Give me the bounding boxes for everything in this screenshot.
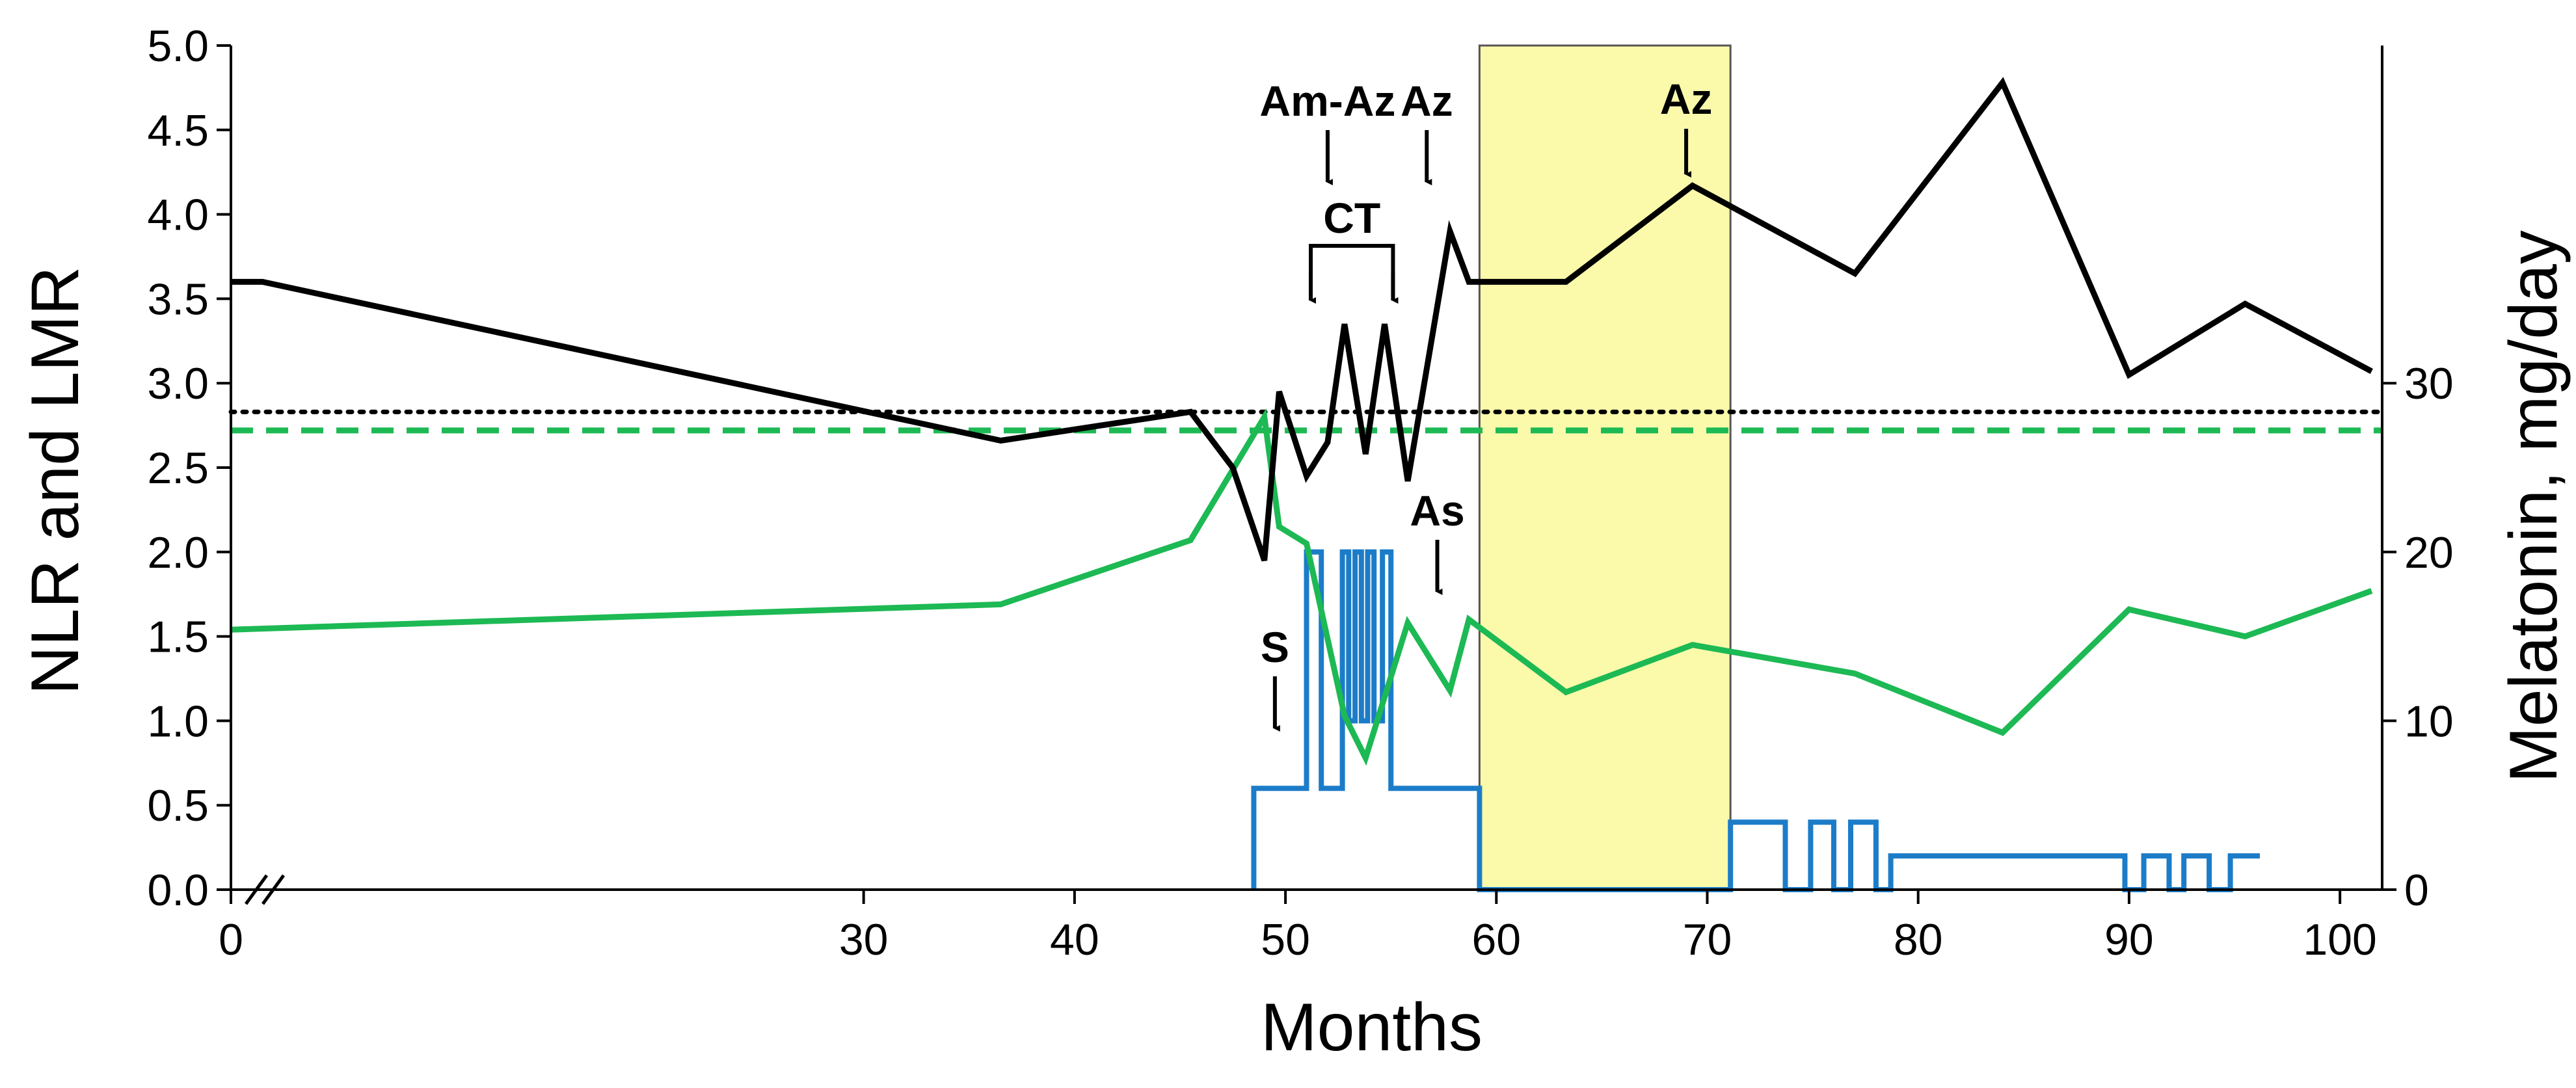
right-y-tick-label: 10	[2404, 697, 2454, 746]
left-y-axis-title: NLR and LMR	[18, 267, 93, 695]
left-y-tick-label: 2.5	[147, 444, 209, 493]
ct-bracket	[1308, 244, 1395, 300]
annotation-label-am-az: Am-Az	[1259, 77, 1395, 125]
axis-break-stroke	[261, 874, 286, 905]
annotation-label-s: S	[1261, 623, 1289, 671]
right-y-tick-label: 30	[2404, 359, 2454, 408]
x-tick-label: 80	[1894, 915, 1943, 964]
annotation-label-az: Az	[1660, 75, 1713, 123]
left-y-tick-label: 3.0	[147, 359, 209, 408]
shaded-region	[1478, 44, 1732, 891]
x-axis-ticks: 0 30 40 50 60 70 80 90 100	[219, 890, 2377, 964]
left-y-tick-label: 2.0	[147, 528, 209, 577]
x-tick-label: 70	[1683, 915, 1732, 964]
left-y-tick-label: 4.5	[147, 106, 209, 155]
reference-lines	[228, 409, 2385, 434]
right-y-tick-label: 20	[2404, 528, 2454, 577]
x-tick-label: 50	[1261, 915, 1310, 964]
x-tick-label: 0	[219, 915, 243, 964]
left-y-tick-label: 5.0	[147, 21, 209, 71]
left-y-tick-label: 4.0	[147, 191, 209, 240]
left-y-tick-label: 1.5	[147, 613, 209, 662]
left-y-tick-label: 0.0	[147, 866, 209, 915]
annotation-label-ct: CT	[1323, 194, 1380, 242]
series-layer	[230, 77, 2373, 892]
axis-break-symbol	[244, 874, 286, 905]
left-y-tick-label: 3.5	[147, 274, 209, 324]
left-y-tick-label: 0.5	[147, 781, 209, 830]
right-y-tick-label: 0	[2404, 866, 2429, 915]
x-axis-title: Months	[1261, 990, 1483, 1065]
right-y-axis-ticks: 0 10 20 30	[2382, 359, 2454, 915]
shaded-region-layer	[1478, 44, 1732, 891]
x-tick-label: 90	[2104, 915, 2154, 964]
series-line-lmr	[230, 408, 2373, 766]
x-tick-label: 30	[839, 915, 889, 964]
series-line-nlr	[231, 77, 2373, 562]
axis-break-stroke	[244, 874, 269, 905]
left-y-axis-ticks: 0.0 0.5 1.0 1.5 2.0 2.5 3.0 3.5 4.0 4.5 5.0	[147, 21, 231, 915]
x-tick-label: 60	[1471, 915, 1521, 964]
series-line-melatonin	[1251, 549, 2260, 892]
left-y-tick-label: 1.0	[147, 697, 209, 746]
x-tick-label: 100	[2303, 915, 2376, 964]
annotation-label-as: As	[1410, 486, 1464, 535]
x-tick-label: 40	[1050, 915, 1099, 964]
annotation-label-az: Az	[1401, 77, 1453, 125]
right-y-axis-title: Melatonin, mg/day	[2496, 230, 2571, 783]
